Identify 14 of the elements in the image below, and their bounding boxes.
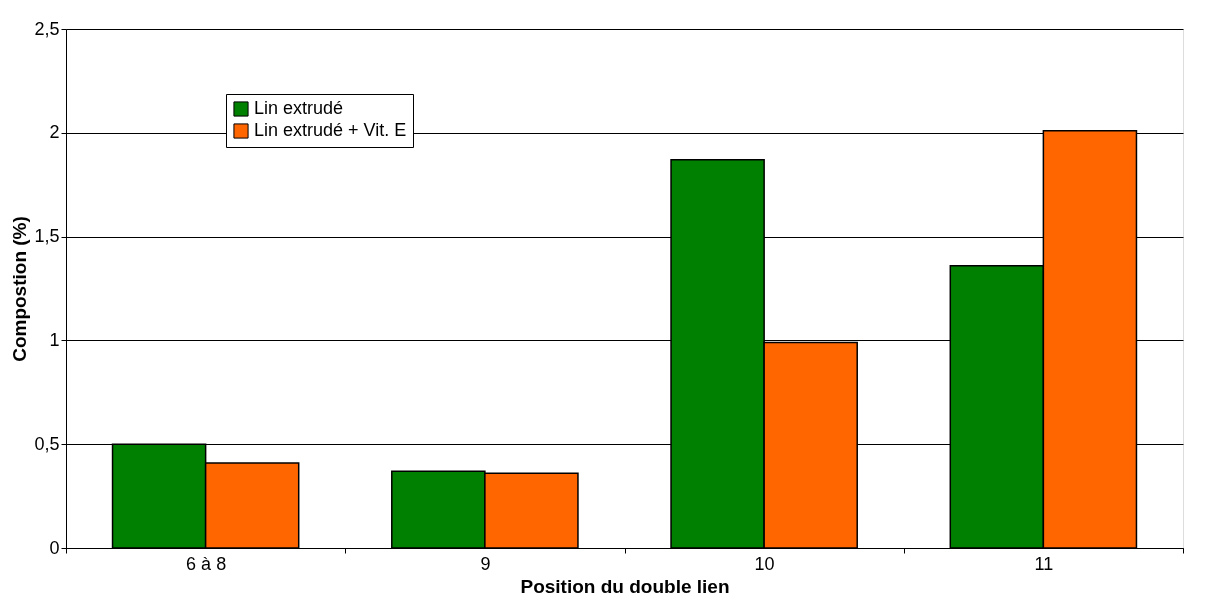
legend-label: Lin extrudé + Vit. E xyxy=(254,120,407,140)
y-tick-label: 2,5 xyxy=(34,18,60,39)
y-tick-label: 1 xyxy=(49,329,60,350)
y-tick-label: 0,5 xyxy=(34,433,60,454)
x-tick-label: 9 xyxy=(480,553,491,574)
x-axis-title: Position du double lien xyxy=(520,575,730,597)
legend-label: Lin extrudé xyxy=(254,98,344,118)
x-tick-label: 11 xyxy=(1034,553,1054,574)
y-tick-label: 2 xyxy=(49,122,60,143)
y-axis-title: Compostion (%) xyxy=(9,216,31,362)
y-tick-label: 0 xyxy=(49,537,60,558)
x-tick-label: 6 à 8 xyxy=(186,553,227,574)
y-tick-label: 1,5 xyxy=(34,226,60,247)
x-tick-label: 10 xyxy=(754,553,775,574)
